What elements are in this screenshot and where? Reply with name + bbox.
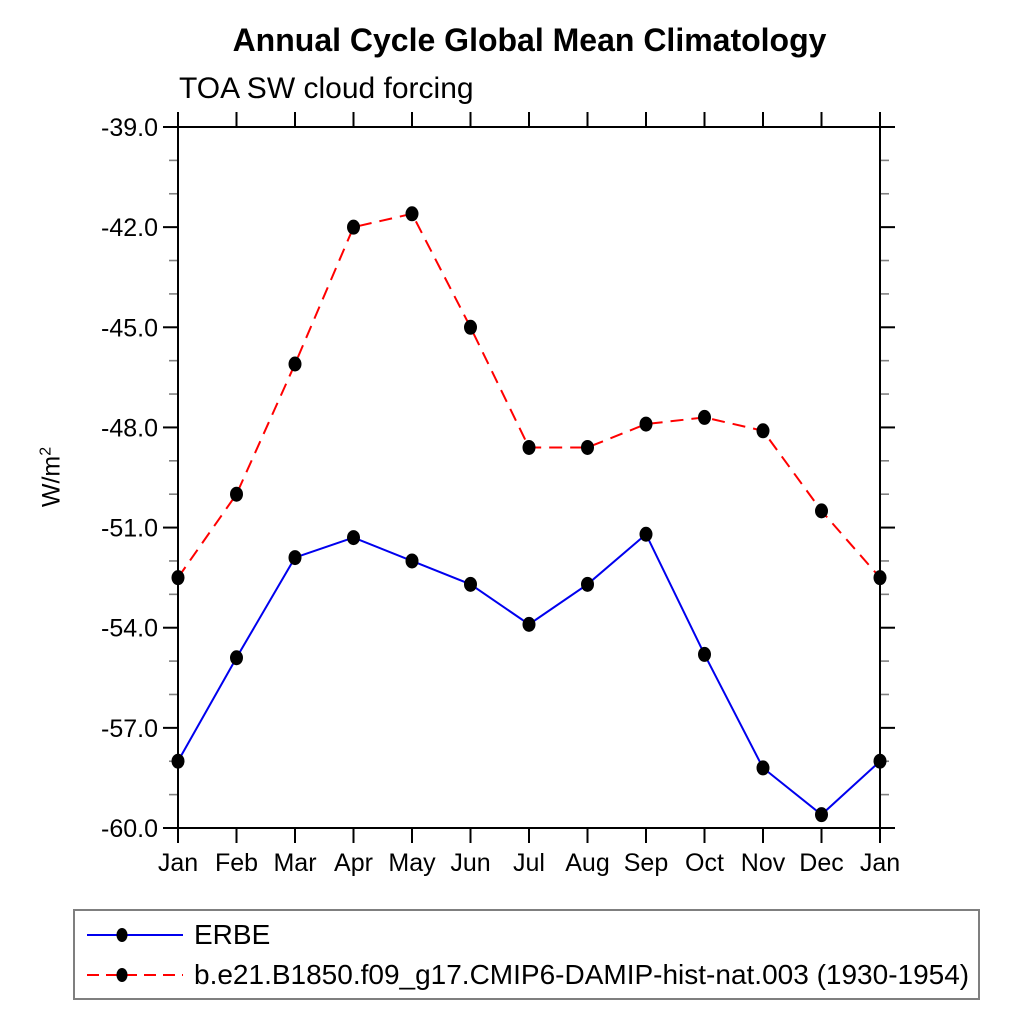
x-tick-label: Apr xyxy=(334,849,373,877)
data-point-marker xyxy=(815,503,828,519)
data-point-marker xyxy=(230,650,243,666)
data-point-marker xyxy=(347,530,360,546)
data-point-marker xyxy=(347,219,360,235)
x-axis-tick-labels: Jan Feb Mar Apr May Jun Jul Aug Sep Oct Nov Dec Jan xyxy=(158,849,900,877)
series-model xyxy=(171,206,887,586)
y-tick-label: -60.0 xyxy=(101,815,158,843)
x-tick-label: Jul xyxy=(513,849,545,877)
y-axis-minor-ticks xyxy=(169,159,889,796)
x-tick-label: Jan xyxy=(860,849,900,877)
chart-subtitle: TOA SW cloud forcing xyxy=(179,72,474,105)
data-point-marker xyxy=(522,439,536,455)
x-tick-label: May xyxy=(388,849,436,877)
data-point-marker xyxy=(698,646,711,662)
data-point-marker xyxy=(756,760,770,776)
x-tick-label: Dec xyxy=(799,849,843,877)
y-axis-major-ticks xyxy=(163,126,895,829)
series-erbe xyxy=(171,526,887,823)
x-tick-label: Feb xyxy=(215,849,258,877)
data-point-marker xyxy=(171,570,185,586)
y-axis-tick-labels: -39.0 -42.0 -45.0 -48.0 -51.0 -54.0 -57.0 -60.0 xyxy=(101,114,158,843)
series-line xyxy=(177,532,881,816)
data-point-marker xyxy=(405,553,419,569)
data-point-marker xyxy=(171,753,185,769)
legend-label-model: b.e21.B1850.f09_g17.CMIP6-DAMIP-hist-nat… xyxy=(194,958,970,990)
data-point-marker xyxy=(464,319,477,335)
legend-line-solid-icon xyxy=(87,927,183,942)
y-tick-label: -39.0 xyxy=(101,114,158,142)
x-tick-label: Nov xyxy=(741,849,786,877)
data-point-marker xyxy=(288,356,302,372)
chart-title: Annual Cycle Global Mean Climatology xyxy=(232,22,827,58)
data-point-marker xyxy=(581,439,594,455)
legend-line-dashed-icon xyxy=(87,967,183,982)
data-point-marker xyxy=(288,550,302,566)
y-tick-label: -51.0 xyxy=(101,515,158,543)
x-tick-label: Oct xyxy=(685,849,724,877)
legend-item-model: b.e21.B1850.f09_g17.CMIP6-DAMIP-hist-nat… xyxy=(85,957,978,993)
data-point-marker xyxy=(873,753,887,769)
y-tick-label: -45.0 xyxy=(101,314,158,342)
x-tick-label: Sep xyxy=(624,849,668,877)
data-point-marker xyxy=(639,416,653,432)
y-tick-label: -42.0 xyxy=(101,214,158,242)
data-point-marker xyxy=(581,576,594,592)
data-point-marker xyxy=(405,206,419,222)
y-tick-label: -57.0 xyxy=(101,715,158,743)
legend-box: ERBE b.e21.B1850.f09_g17.CMIP6-DAMIP-his… xyxy=(73,909,980,1000)
x-tick-label: Jan xyxy=(158,849,198,877)
data-point-marker xyxy=(756,423,770,439)
x-axis-ticks xyxy=(177,112,881,843)
data-point-marker xyxy=(464,576,477,592)
data-point-marker xyxy=(815,807,828,823)
x-tick-label: Mar xyxy=(273,849,316,877)
data-point-marker xyxy=(230,486,243,502)
data-point-marker xyxy=(873,570,887,586)
x-tick-label: Aug xyxy=(565,849,609,877)
plot-frame xyxy=(177,126,881,829)
data-point-marker xyxy=(698,409,711,425)
legend-label-erbe: ERBE xyxy=(194,918,271,950)
series-line xyxy=(177,212,881,579)
x-tick-label: Jun xyxy=(450,849,490,877)
y-tick-label: -48.0 xyxy=(101,414,158,442)
legend-item-erbe: ERBE xyxy=(85,917,978,953)
y-tick-label: -54.0 xyxy=(101,615,158,643)
data-point-marker xyxy=(639,526,653,542)
data-point-marker xyxy=(522,616,536,632)
